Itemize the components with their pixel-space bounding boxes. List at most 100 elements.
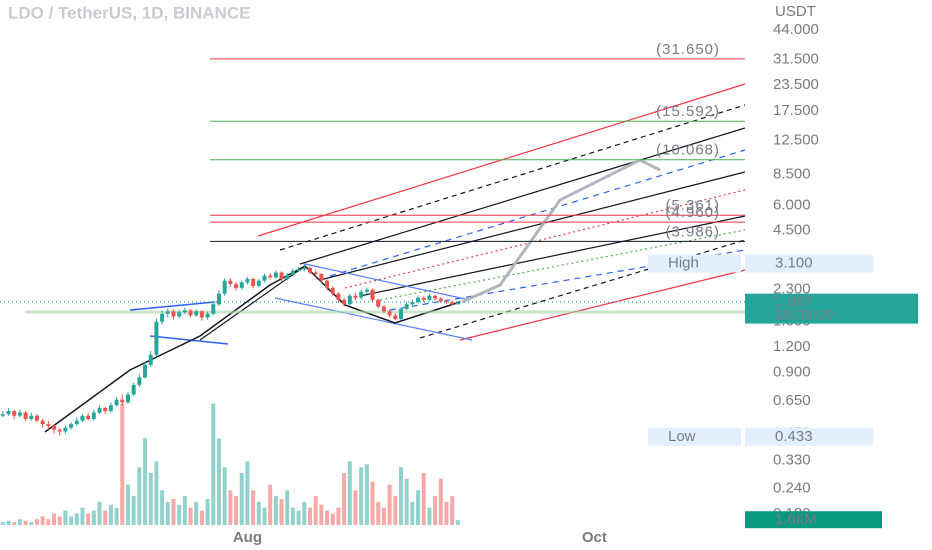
candle-body [108,405,113,412]
volume-bar [165,501,170,525]
volume-bar [52,513,57,525]
volume-bar [416,490,421,525]
y-tick-label: 1.200 [773,338,811,355]
candle-body [154,321,159,355]
level-label: (31.650) [656,41,720,58]
volume-bar [137,467,142,525]
level-label: (3.986) [665,223,720,240]
high-name: High [668,254,699,271]
volume-bar [438,478,443,525]
candle-body [404,304,409,309]
volume-bar [387,484,392,525]
volume-bar [57,516,62,525]
candle-body [387,311,392,316]
volume-bar [376,501,381,525]
candle-body [336,293,341,300]
volume-bar [262,507,267,525]
volume-bar [342,473,347,525]
volume-label: 1.66M [775,511,817,528]
candle-body [376,299,381,307]
countdown: 19:39:09 [775,307,833,324]
volume-bar [222,467,227,525]
volume-bar [330,513,335,525]
candle-body [319,274,324,281]
volume-bar [290,507,295,525]
candle-body [211,304,216,314]
volume-bar [40,516,45,525]
candle-body [63,427,68,432]
volume-bar [296,510,301,525]
volume-bar [251,490,256,525]
candle-body [52,425,57,430]
candle-body [438,298,443,302]
y-tick-label: 17.500 [773,102,819,119]
candle-body [234,284,239,288]
y-tick-label: 0.900 [773,363,811,380]
candle-body [313,272,318,275]
candle-body [80,415,85,421]
y-tick-label: 23.500 [773,76,819,93]
volume-bar [359,467,364,525]
volume-bar [63,510,68,525]
candle-body [143,364,148,378]
volume-bar [450,496,455,525]
candle-body [148,354,153,365]
price-pane [0,263,460,436]
volume-bar [273,496,278,525]
volume-label-box [745,511,882,529]
last-price: 1.987 [775,294,813,311]
volume-bar [12,522,17,525]
candle-body [273,272,278,278]
level-label: (4.960) [665,204,720,221]
candle-body [34,415,39,421]
candle-body [17,412,22,416]
volume-bar [325,510,330,525]
y-tick-label: 12.500 [773,132,819,149]
chart-title: LDO / TetherUS, 1D, BINANCE [8,3,250,22]
volume-bar [171,499,176,525]
volume-bar [194,501,199,525]
price-axis: 44.000 31.500 23.500 17.500 12.500 8.500 6.000… [233,21,819,546]
volume-bar [114,507,119,525]
candle-body [325,280,330,288]
volume-bar [353,490,358,525]
candle-body [262,275,267,281]
low-box [648,427,741,446]
volume-bar [234,496,239,525]
candle-body [245,278,250,283]
volume-bar [188,507,193,525]
candle-body [285,274,290,279]
candle-body [342,299,347,305]
volume-bar [455,520,460,525]
volume-bar [393,496,398,525]
candle-body [46,424,51,426]
high-value-box [745,254,873,273]
last-price-box [745,293,918,324]
level-label: (5.361) [665,197,720,214]
volume-bar [97,501,102,525]
y-tick-label: 6.000 [773,196,811,213]
volume-bar [34,519,39,525]
volume-bar [46,519,51,525]
candle-body [427,295,432,300]
volume-bar [154,461,159,525]
candle-body [57,429,62,432]
drawings [0,83,746,433]
candle-body [359,291,364,298]
volume-bar [268,484,273,525]
candle-body [23,412,28,419]
y-tick-label: 4.500 [773,222,811,239]
candle-body [86,415,91,419]
volume-bar [364,464,369,525]
volume-bar [182,496,187,525]
volume-bar [370,481,375,525]
candle-body [137,377,142,385]
low-value-box [745,427,873,446]
y-tick-label: 44.000 [773,21,819,38]
candle-body [165,311,170,314]
volume-bar [410,501,415,525]
volume-bar [103,510,108,525]
volume-bar [80,507,85,525]
candle-body [125,394,130,403]
